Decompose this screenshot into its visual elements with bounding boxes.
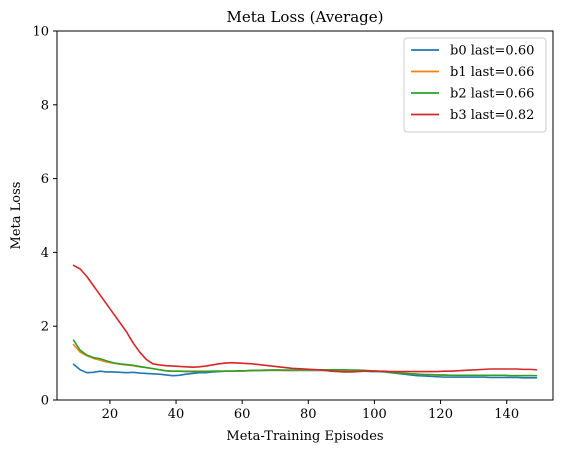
x-axis-label: Meta-Training Episodes xyxy=(226,429,383,444)
y-tick-label: 0 xyxy=(41,394,49,409)
x-axis: 20 40 60 80 100 120 140 xyxy=(102,400,519,422)
x-tick-label: 100 xyxy=(362,407,387,422)
y-tick-label: 4 xyxy=(41,246,49,261)
chart-title: Meta Loss (Average) xyxy=(226,8,383,26)
legend: b0 last=0.60 b1 last=0.66 b2 last=0.66 b3 l… xyxy=(403,37,547,133)
y-axis: 0 2 4 6 8 10 xyxy=(32,25,57,409)
y-tick-label: 6 xyxy=(41,172,49,187)
plot-frame xyxy=(56,30,554,401)
x-tick-label: 140 xyxy=(494,407,519,422)
x-tick-label: 60 xyxy=(234,407,251,422)
plot-area xyxy=(72,264,538,379)
y-axis-label: Meta Loss xyxy=(9,182,24,250)
legend-box xyxy=(403,37,547,133)
legend-label: b1 last=0.66 xyxy=(450,65,534,80)
series-line-b3 xyxy=(72,264,538,373)
y-tick-label: 2 xyxy=(41,320,49,335)
y-tick-label: 10 xyxy=(32,25,49,40)
x-tick-label: 120 xyxy=(428,407,453,422)
legend-label: b0 last=0.60 xyxy=(450,44,534,59)
x-tick-label: 20 xyxy=(102,407,119,422)
legend-label: b2 last=0.66 xyxy=(450,87,534,102)
x-tick-label: 80 xyxy=(300,407,317,422)
x-tick-label: 40 xyxy=(168,407,185,422)
legend-label: b3 last=0.82 xyxy=(450,108,534,123)
y-tick-label: 8 xyxy=(41,98,49,113)
